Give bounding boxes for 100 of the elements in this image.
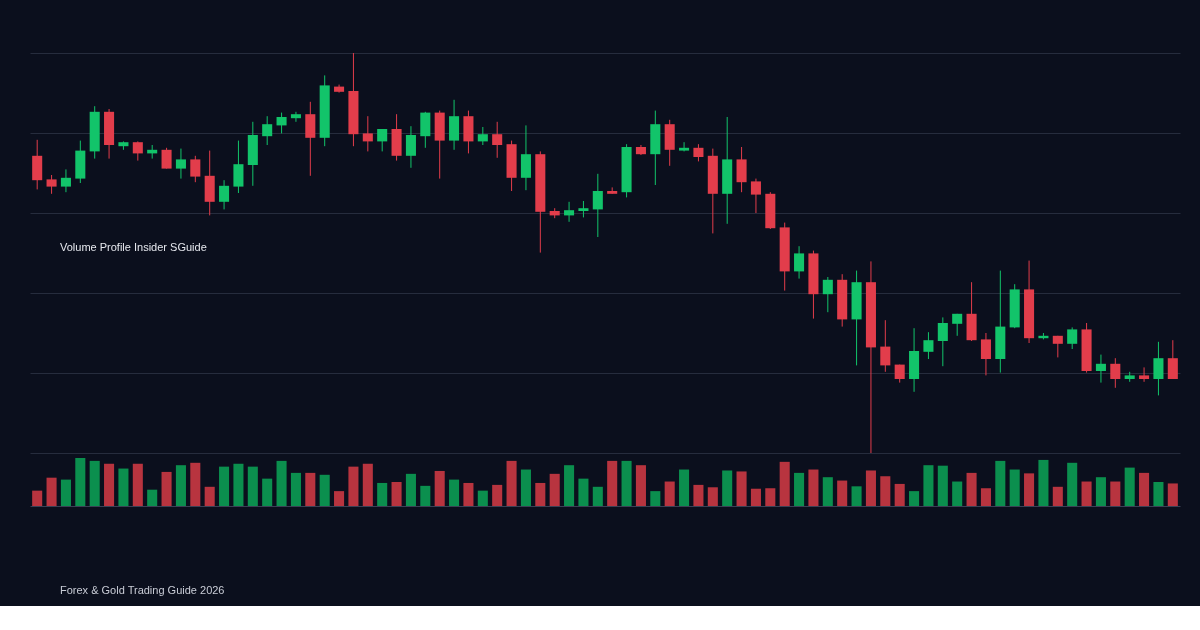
bar — [391, 482, 402, 506]
bar — [952, 481, 963, 506]
candlestick — [60, 168, 71, 193]
bar — [319, 474, 330, 506]
bar — [995, 460, 1006, 506]
bar — [362, 463, 373, 506]
candlestick — [405, 125, 416, 169]
bar — [492, 484, 503, 506]
bar — [693, 484, 704, 506]
bar — [635, 465, 646, 506]
bar — [1009, 469, 1020, 506]
bar — [463, 482, 474, 506]
bar — [247, 466, 258, 506]
bar — [89, 460, 100, 506]
bar — [707, 487, 718, 506]
bar — [405, 473, 416, 506]
bar — [880, 476, 891, 506]
bar — [765, 488, 776, 506]
candlestick — [305, 101, 316, 177]
bar — [1067, 462, 1078, 506]
bar — [1139, 472, 1150, 506]
candlestick — [564, 201, 575, 223]
candlestick — [377, 128, 388, 152]
bar — [1038, 459, 1049, 506]
candlestick — [290, 111, 301, 123]
candlestick — [980, 332, 991, 376]
candlestick — [190, 155, 201, 183]
bar — [980, 488, 991, 506]
bar — [75, 458, 86, 506]
bar — [664, 481, 675, 506]
bar — [650, 491, 661, 506]
bar — [290, 472, 301, 506]
candlestick — [1167, 339, 1178, 380]
candlestick — [880, 319, 891, 373]
bar — [937, 465, 948, 506]
bar — [578, 478, 589, 506]
bar — [204, 486, 215, 506]
bar — [520, 469, 531, 506]
bar — [32, 490, 43, 506]
candlestick — [362, 115, 373, 152]
text: Volume Profile Insider SGuide — [60, 241, 207, 253]
bar — [132, 463, 143, 506]
candlestick — [276, 112, 287, 134]
bar — [175, 465, 186, 506]
bar — [1110, 481, 1121, 506]
candlestick — [822, 276, 833, 313]
bar — [808, 469, 819, 506]
bar — [966, 472, 977, 506]
candlestick — [923, 331, 934, 360]
bar — [621, 460, 632, 506]
bar — [822, 477, 833, 506]
candlestick — [219, 179, 230, 210]
bar — [1024, 473, 1035, 506]
candlestick — [175, 148, 186, 180]
candlestick — [262, 115, 273, 146]
candlestick — [1139, 366, 1150, 383]
bar — [607, 460, 618, 506]
bar — [736, 471, 747, 506]
bar — [923, 465, 934, 506]
bar — [233, 463, 244, 506]
bar — [506, 460, 517, 506]
bar — [851, 486, 862, 506]
bar — [865, 470, 876, 506]
bar — [161, 471, 172, 506]
candlestick — [1095, 354, 1106, 384]
bar — [60, 479, 71, 506]
candlestick — [1153, 341, 1164, 396]
bar — [449, 479, 460, 506]
candlestick — [492, 121, 503, 159]
bar — [118, 468, 129, 506]
bar — [219, 466, 230, 506]
bar — [1081, 481, 1092, 506]
bar — [679, 469, 690, 506]
candlestick — [592, 173, 603, 238]
bar — [1124, 467, 1135, 506]
bar — [1153, 482, 1164, 506]
bar — [592, 486, 603, 506]
bar — [348, 466, 359, 506]
bar — [894, 483, 905, 506]
bar — [722, 470, 733, 506]
candlestick — [794, 245, 805, 280]
candlestick — [520, 124, 531, 191]
bar — [549, 473, 560, 506]
candlestick — [736, 146, 747, 193]
bar — [377, 482, 388, 506]
candlestick — [233, 140, 244, 194]
candlestick — [132, 140, 143, 162]
bar — [434, 470, 445, 506]
candlestick — [937, 316, 948, 367]
text: Forex & Gold Trading Guide 2026 — [60, 584, 225, 596]
bar — [147, 489, 158, 506]
bar — [750, 488, 761, 506]
candlestick — [46, 174, 57, 195]
candlestick — [679, 141, 690, 152]
bar — [190, 462, 201, 506]
bar — [46, 477, 57, 506]
bar — [794, 472, 805, 506]
bar — [420, 485, 431, 506]
bar — [1167, 483, 1178, 506]
candlestick — [1110, 357, 1121, 389]
